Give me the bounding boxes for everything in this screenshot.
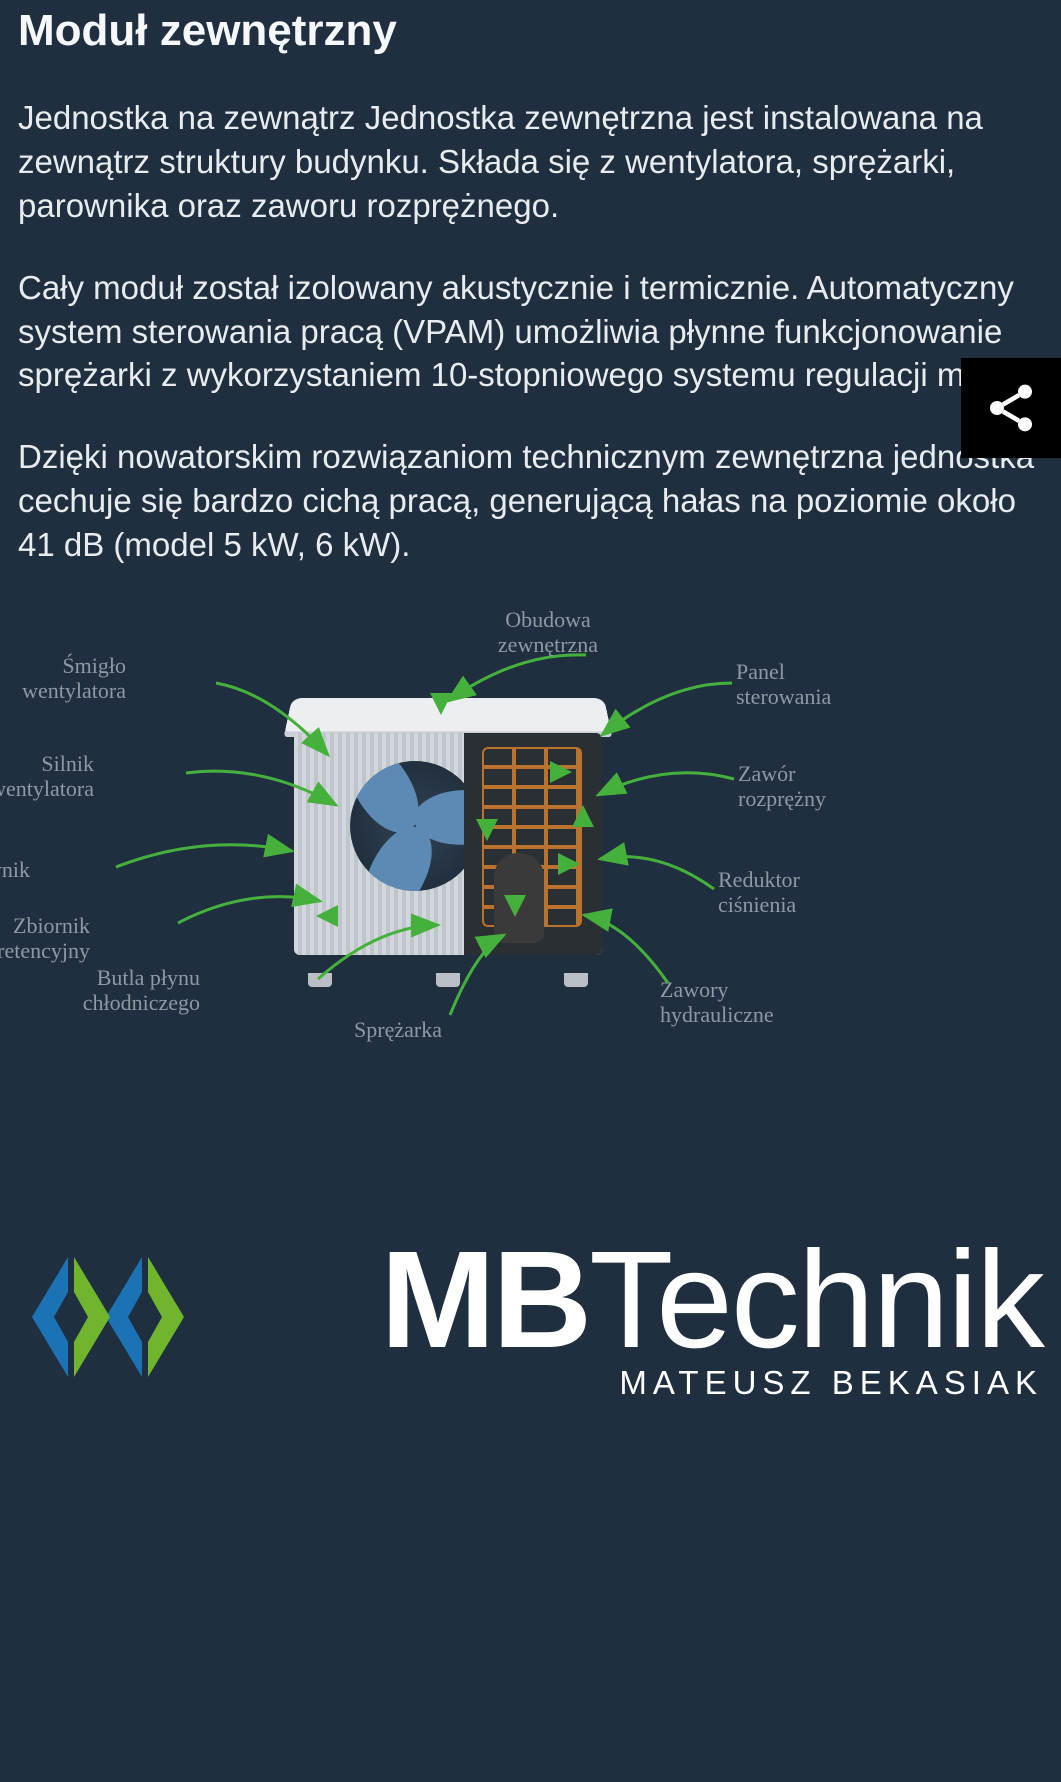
flow-arrow-icon [430,693,452,715]
flow-arrow-icon [476,819,498,841]
flow-arrow-icon [316,905,338,927]
device-fan [350,761,480,891]
leader-panel [602,683,732,735]
callout-obudowa: Obudowa zewnętrzna [498,607,598,658]
callout-zawhyd: Zawory hydrauliczne [660,977,774,1028]
device-illustration [278,695,618,975]
callout-sprez: Sprężarka [354,1017,442,1042]
flow-arrow-icon [504,895,526,917]
paragraph-3: Dzięki nowatorskim rozwiązaniom technicz… [18,435,1043,567]
callout-parownik: Parownik [0,857,30,882]
device-cutaway [464,733,602,955]
page-title: Moduł zewnętrzny [18,0,1043,56]
logo-wordmark: MBTechnik [380,1238,1043,1362]
flow-arrow-icon [572,805,594,827]
logo-subtitle: MATEUSZ BEKASIAK [619,1364,1043,1402]
callout-panel: Panel sterowania [736,659,831,710]
device-feet [308,973,588,987]
outdoor-unit-diagram: Obudowa zewnętrzna Panel sterowania Zawór … [18,605,1043,1045]
flow-arrow-icon [558,853,580,875]
leader-zawor [598,773,734,795]
logo-mb: MB [380,1238,589,1362]
callout-zawor: Zawór rozprężny [738,761,826,812]
logo: MBTechnik MATEUSZ BEKASIAK [0,1232,1061,1402]
callout-butla: Butla płynu chłodniczego [50,965,200,1016]
logo-technik: Technik [589,1238,1043,1362]
paragraph-1: Jednostka na zewnątrz Jednostka zewnętrz… [18,96,1043,228]
share-icon [983,380,1039,436]
callout-reduktor: Reduktor ciśnienia [718,867,800,918]
callout-silnik: Silnik wentylatora [0,751,94,802]
flow-arrow-icon [550,761,572,783]
callout-zbiornik: Zbiornik retencyjny [0,913,90,964]
share-button[interactable] [961,358,1061,458]
paragraph-2: Cały moduł został izolowany akustycznie … [18,266,1043,398]
leader-parownik [116,845,292,867]
logo-mark-icon [18,1232,188,1402]
callout-smiglo: Śmigło wentylatora [0,653,126,704]
